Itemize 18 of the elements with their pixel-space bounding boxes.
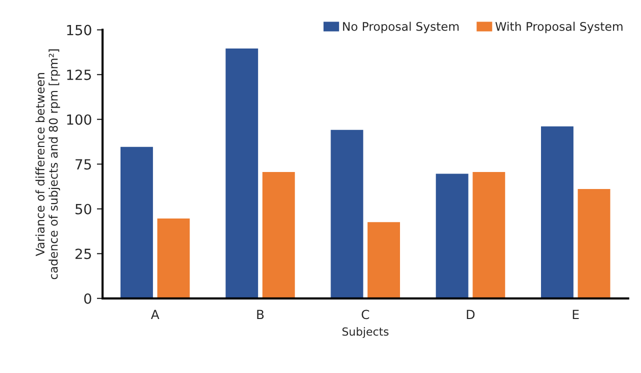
x-tick-label: B — [257, 310, 264, 320]
y-tick-label: 75 — [76, 159, 91, 170]
y-tick-label: 150 — [67, 24, 92, 36]
x-tick-label: A — [150, 310, 160, 320]
bar — [434, 172, 470, 298]
legend-label: With Proposal System — [495, 22, 622, 34]
x-tick-label: D — [466, 310, 475, 320]
bar — [471, 170, 507, 298]
x-tick-label: E — [572, 310, 579, 320]
y-axis-title: Variance of difference between cadence of subjects and 80 rpm [rpm²] — [35, 49, 60, 280]
y-tick-label: 50 — [76, 204, 92, 214]
x-axis-title: Subjects — [342, 327, 388, 338]
y-tick-label: 25 — [75, 248, 91, 260]
legend-label: No Proposal System — [343, 22, 459, 34]
y-tick-label: 0 — [84, 293, 92, 304]
x-tick-label: C — [362, 310, 370, 320]
y-tick-label: 100 — [67, 114, 92, 125]
y-tick-label: 125 — [67, 70, 91, 80]
